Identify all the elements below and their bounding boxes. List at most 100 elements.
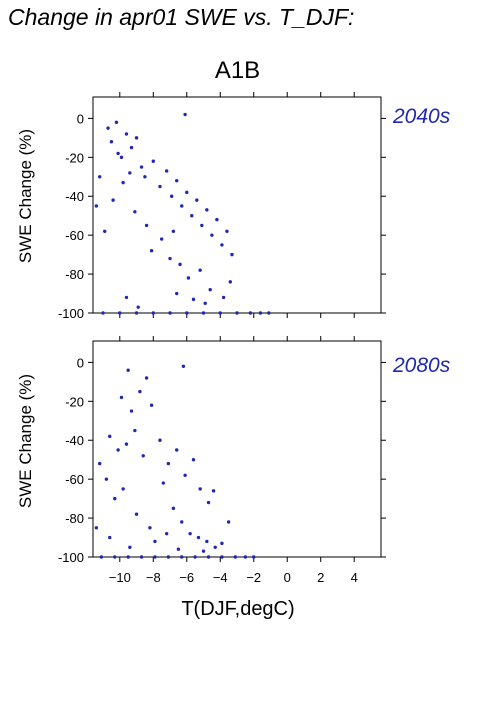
data-point-2080s — [191, 458, 196, 462]
y-axis-label-2040s: SWE Change (%) — [16, 129, 35, 263]
data-point-2040s — [124, 295, 129, 300]
data-point-2040s — [139, 165, 144, 169]
data-point-2040s — [267, 311, 271, 315]
data-point-2040s — [178, 262, 182, 267]
data-point-2040s — [164, 169, 169, 173]
data-point-2040s — [114, 120, 119, 124]
data-point-2080s — [116, 448, 120, 452]
data-point-2040s — [201, 311, 206, 315]
data-point-2040s — [186, 276, 191, 280]
data-point-2080s — [139, 555, 144, 559]
data-point-2040s — [248, 311, 253, 315]
y-tick-label-2080s: -80 — [65, 511, 84, 526]
data-point-2040s — [228, 280, 233, 284]
data-point-2080s — [198, 487, 202, 491]
data-point-2080s — [113, 496, 117, 501]
data-point-2080s — [175, 448, 179, 452]
data-point-2080s — [220, 555, 224, 559]
data-point-2040s — [198, 268, 202, 272]
data-point-2040s — [101, 311, 105, 315]
data-point-2080s — [158, 438, 162, 442]
data-point-2040s — [103, 229, 107, 233]
y-tick-label-2040s: -40 — [65, 189, 84, 204]
data-point-2080s — [99, 555, 104, 559]
data-point-2080s — [166, 555, 171, 559]
data-point-2080s — [138, 389, 142, 394]
data-point-2080s — [128, 545, 132, 549]
data-point-2080s — [113, 555, 117, 559]
data-point-2080s — [226, 520, 231, 524]
data-point-2080s — [153, 555, 157, 559]
data-point-2040s — [136, 305, 140, 309]
plot-frame-2040s — [92, 96, 382, 314]
y-axis-label-2080s: SWE Change (%) — [16, 374, 35, 508]
x-tick-label-2080s: −4 — [213, 570, 228, 585]
data-point-2080s — [134, 512, 139, 516]
data-point-2040s — [149, 249, 154, 253]
x-tick-label-2080s: −6 — [179, 570, 194, 585]
data-point-2040s — [134, 311, 139, 315]
data-point-2040s — [191, 297, 196, 302]
data-point-2080s — [243, 555, 248, 559]
data-point-2040s — [151, 159, 155, 163]
data-point-2040s — [133, 210, 137, 214]
data-point-2040s — [221, 295, 226, 300]
data-point-2080s — [121, 487, 125, 491]
data-point-2040s — [106, 126, 110, 130]
data-point-2080s — [97, 461, 102, 466]
y-tick-label-2040s: -60 — [65, 228, 84, 243]
data-point-2080s — [148, 526, 152, 530]
data-point-2040s — [175, 178, 179, 183]
x-tick-label-2080s: −8 — [146, 570, 161, 585]
data-point-2080s — [129, 409, 134, 413]
data-point-2080s — [126, 368, 130, 372]
data-point-2080s — [205, 539, 209, 544]
data-point-2040s — [124, 132, 129, 136]
data-point-2040s — [94, 204, 99, 208]
data-point-2040s — [218, 311, 222, 315]
y-tick-label-2040s: -100 — [58, 306, 84, 321]
data-point-2080s — [196, 535, 201, 540]
data-point-2040s — [220, 243, 224, 247]
x-tick-label-2080s: −10 — [109, 570, 131, 585]
x-axis-label: T(DJF,degC) — [181, 598, 294, 620]
x-tick-label-2080s: 0 — [284, 570, 291, 585]
data-point-2080s — [133, 428, 137, 433]
data-point-2040s — [205, 208, 209, 212]
data-point-2080s — [233, 555, 238, 559]
data-point-2040s — [195, 198, 199, 202]
data-point-2080s — [220, 541, 224, 546]
data-point-2040s — [258, 311, 263, 315]
data-point-2040s — [118, 311, 122, 315]
y-tick-label-2080s: 0 — [77, 355, 84, 370]
data-point-2040s — [185, 190, 189, 195]
data-point-2040s — [109, 140, 114, 144]
data-point-2080s — [94, 526, 99, 530]
data-point-2040s — [203, 301, 207, 305]
data-point-2080s — [161, 481, 166, 485]
scenario-title: A1B — [214, 57, 261, 84]
data-point-2040s — [190, 214, 194, 218]
data-point-2080s — [153, 539, 157, 544]
panel-label-2040s: 2040s — [393, 105, 451, 128]
data-point-2040s — [144, 223, 149, 228]
data-point-2040s — [129, 145, 134, 150]
data-point-2080s — [206, 555, 211, 559]
x-tick-label-2080s: 4 — [351, 570, 358, 585]
x-tick-label-2080s: −2 — [246, 570, 261, 585]
y-tick-label-2080s: -40 — [65, 433, 84, 448]
data-point-2040s — [210, 233, 214, 237]
data-point-2080s — [193, 555, 197, 559]
y-tick-label-2040s: 0 — [77, 111, 84, 126]
data-point-2040s — [183, 112, 187, 117]
data-point-2040s — [185, 311, 189, 315]
x-tick-label-2080s: 2 — [317, 570, 324, 585]
data-point-2040s — [169, 194, 174, 198]
data-point-2040s — [168, 311, 172, 315]
data-point-2080s — [180, 555, 184, 559]
data-point-2040s — [215, 217, 219, 222]
data-point-2080s — [124, 442, 129, 446]
panel-label-2080s: 2080s — [393, 354, 451, 377]
data-point-2040s — [175, 291, 179, 296]
